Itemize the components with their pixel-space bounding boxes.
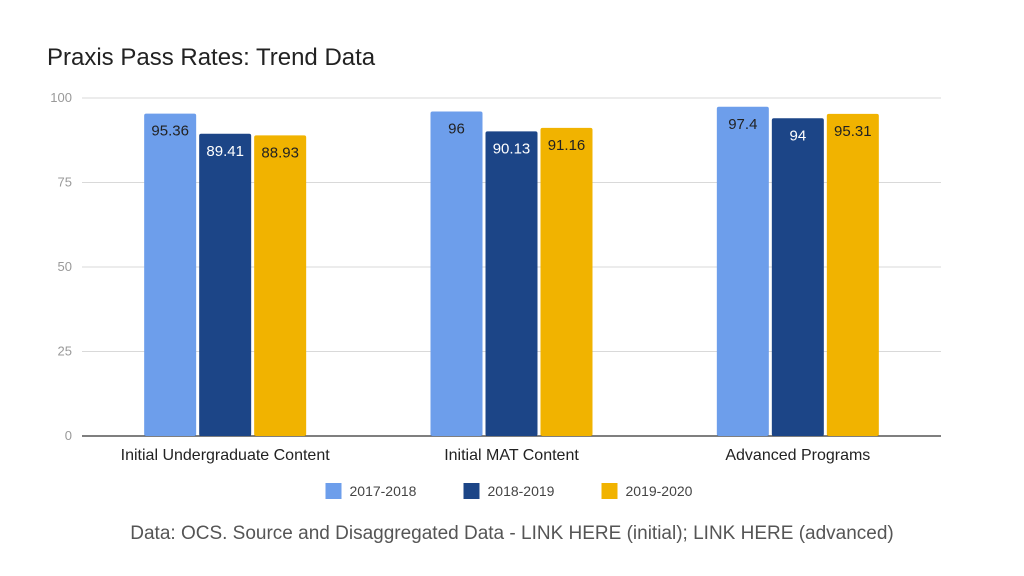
bar	[485, 131, 538, 436]
y-tick-label: 25	[58, 344, 72, 359]
bars	[144, 106, 879, 437]
x-tick-label: Advanced Programs	[725, 447, 870, 464]
legend-label: 2019-2020	[626, 483, 693, 499]
legend-swatch	[463, 483, 480, 499]
bar	[254, 135, 307, 436]
chart-title: Praxis Pass Rates: Trend Data	[47, 44, 376, 71]
bar	[199, 133, 252, 437]
y-tick-label: 0	[65, 428, 72, 443]
data-label: 96	[448, 121, 465, 138]
bar	[826, 113, 879, 436]
bar	[716, 106, 769, 437]
data-label: 91.16	[548, 137, 586, 154]
y-tick-label: 100	[50, 90, 72, 105]
legend-swatch	[601, 483, 618, 499]
x-tick-label: Initial Undergraduate Content	[121, 447, 331, 464]
bar	[540, 127, 593, 436]
x-tick-label: Initial MAT Content	[444, 447, 579, 464]
y-axis: 0 25 50 75 100	[50, 90, 72, 443]
bar	[771, 118, 824, 436]
legend: 2017-2018 2018-2019 2019-2020	[325, 483, 693, 499]
y-tick-label: 50	[58, 259, 72, 274]
data-labels: 95.36 89.41 88.93 96 90.13 91.16 97.4 94 95.31	[151, 116, 871, 162]
bar	[144, 113, 197, 436]
data-label: 97.4	[728, 116, 757, 133]
legend-swatch	[325, 483, 342, 499]
footnote: Data: OCS. Source and Disaggregated Data…	[130, 523, 894, 544]
data-label: 95.31	[834, 123, 872, 140]
bar	[430, 111, 483, 437]
legend-label: 2017-2018	[350, 483, 417, 499]
data-label: 95.36	[151, 123, 189, 140]
y-tick-label: 75	[58, 175, 72, 190]
data-label: 94	[789, 127, 806, 144]
data-label: 89.41	[206, 143, 244, 160]
data-label: 90.13	[493, 140, 531, 157]
data-label: 88.93	[261, 144, 299, 161]
legend-label: 2018-2019	[488, 483, 555, 499]
x-axis: Initial Undergraduate Content Initial MAT…	[121, 447, 871, 464]
